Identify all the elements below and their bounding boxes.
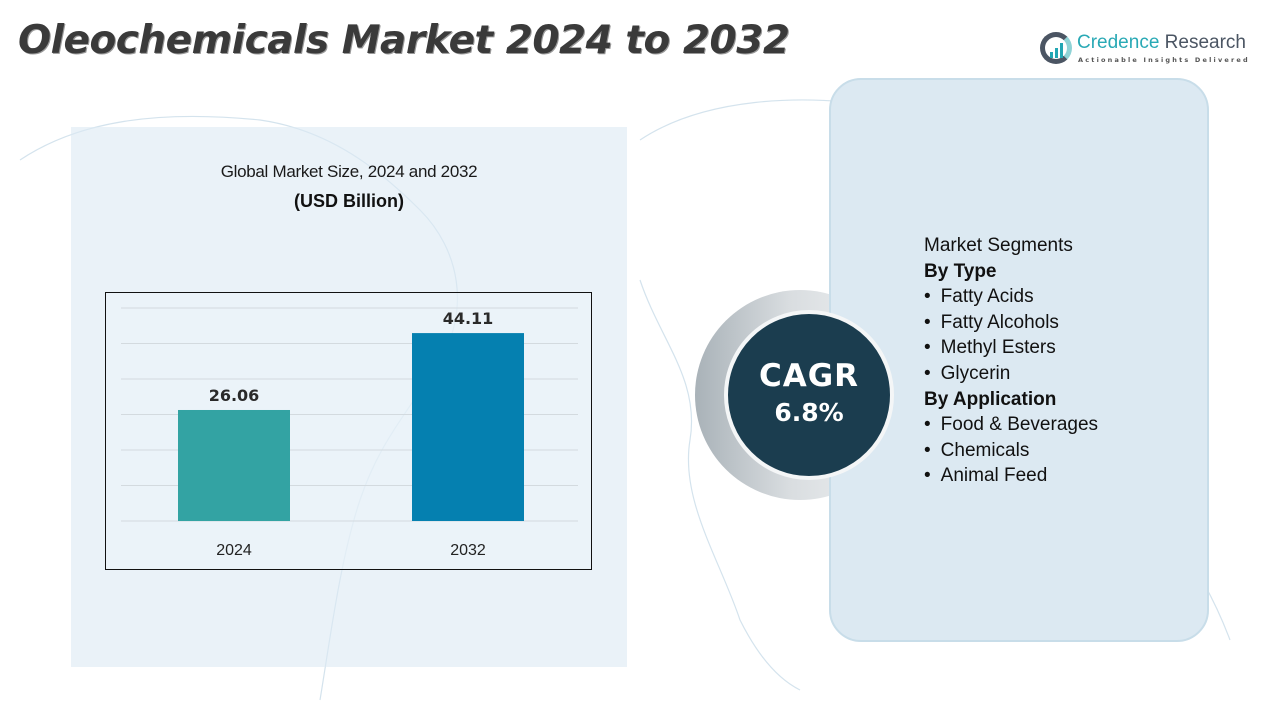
logo-tagline: Actionable Insights Delivered (1078, 56, 1250, 64)
logo-name-part2: Research (1159, 32, 1246, 53)
page-title: Oleochemicals Market 2024 to 2032 (18, 18, 790, 63)
bar-2032 (412, 333, 524, 521)
bar-chart: 26.06 2024 44.11 2032 (105, 292, 592, 570)
segment-item: Glycerin (924, 361, 1098, 387)
segments-heading: Market Segments (924, 235, 1073, 256)
segment-item: Fatty Alcohols (924, 310, 1098, 336)
segment-item: Food & Beverages (924, 412, 1098, 438)
market-segments-list: Market Segments By Type Fatty Acids Fatt… (924, 233, 1098, 489)
segment-item: Animal Feed (924, 463, 1098, 489)
cagr-badge: CAGR 6.8% (724, 310, 894, 480)
chart-unit: (USD Billion) (294, 191, 404, 211)
segment-item: Fatty Acids (924, 284, 1098, 310)
segment-item: Chemicals (924, 438, 1098, 464)
segment-item: Methyl Esters (924, 335, 1098, 361)
credence-research-logo: Credence Research Actionable Insights De… (1040, 30, 1260, 70)
data-label: 44.11 (443, 309, 494, 328)
chart-title: Global Market Size, 2024 and 2032 (220, 162, 478, 181)
bar-2024 (178, 409, 290, 521)
logo-chart-icon (1040, 32, 1072, 64)
bar-chart-svg: 26.06 2024 44.11 2032 (121, 307, 578, 559)
cagr-value: 6.8% (774, 398, 844, 427)
x-tick-label: 2024 (216, 542, 252, 559)
cagr-label: CAGR (758, 358, 860, 394)
data-label: 26.06 (209, 386, 260, 405)
logo-name-part1: Credence (1077, 32, 1160, 53)
segment-group-title: By Type (924, 260, 997, 282)
segment-group-title: By Application (924, 388, 1057, 410)
x-tick-label: 2032 (450, 542, 486, 559)
